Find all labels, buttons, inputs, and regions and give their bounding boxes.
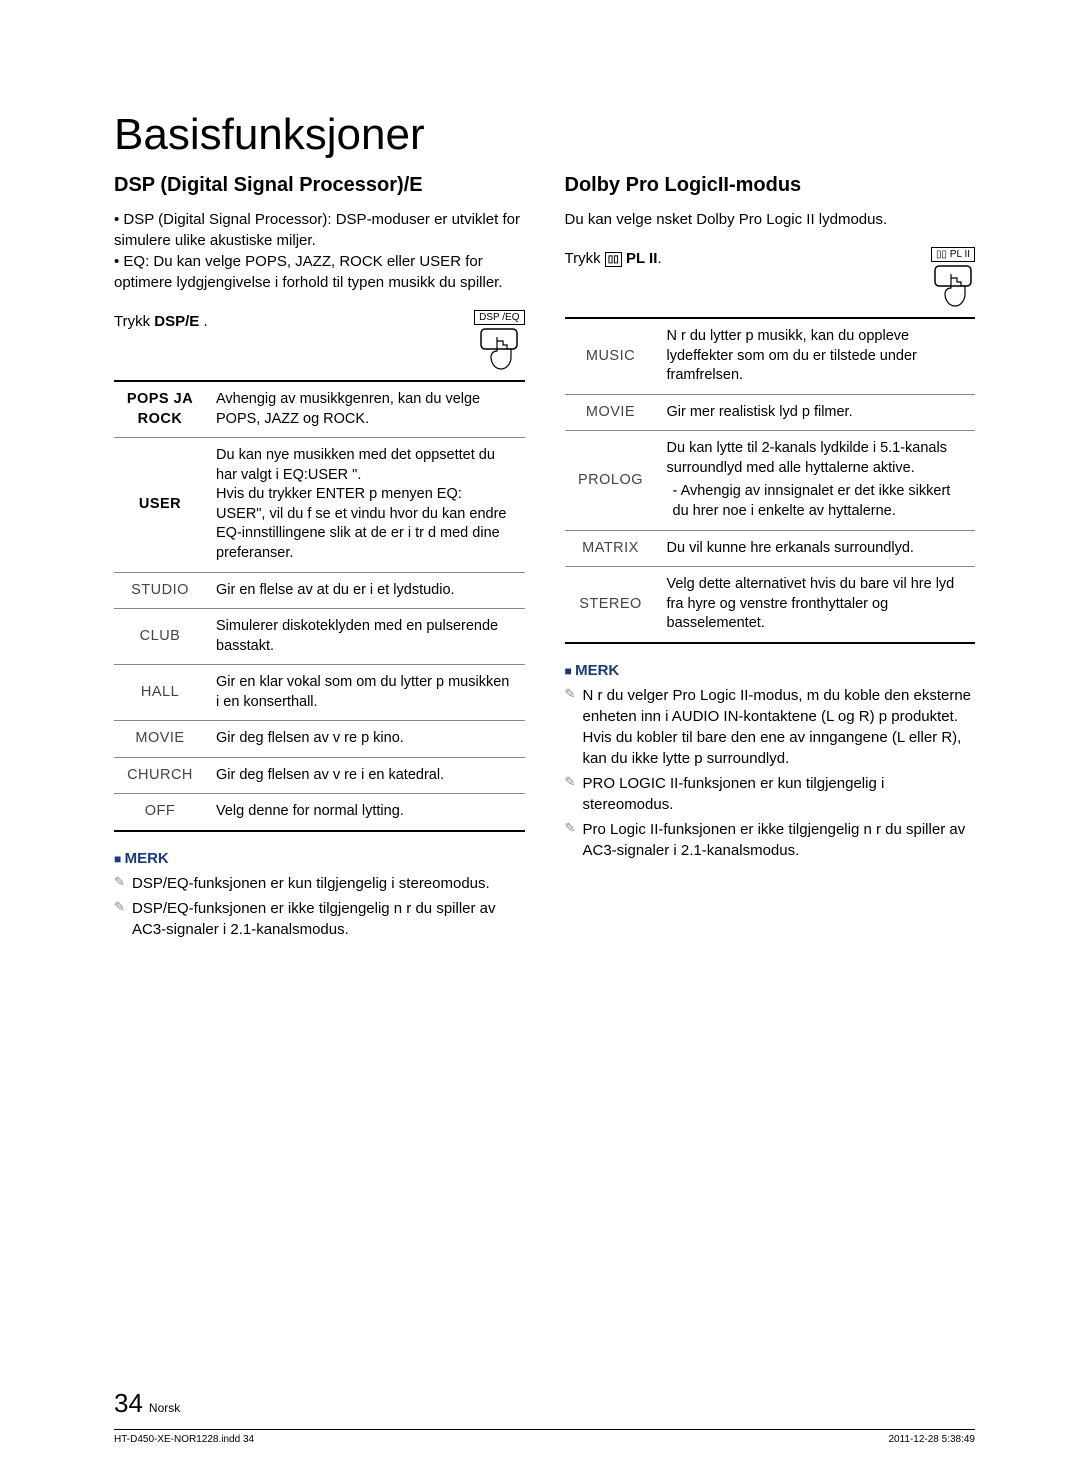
- footer-timestamp: 2011-12-28 5:38:49: [888, 1434, 975, 1445]
- dsp-heading: DSP (Digital Signal Processor)/E: [114, 174, 525, 197]
- desc-cell: Avhengig av musikkgenren, kan du velge P…: [206, 381, 525, 438]
- desc-cell: Du vil kunne hre erkanals surroundlyd.: [657, 530, 976, 567]
- mode-cell: HALL: [114, 665, 206, 721]
- desc-cell: Gir deg flelsen av v re i en katedral.: [206, 757, 525, 794]
- dolby-modes-table: MUSICN r du lytter p musikk, kan du oppl…: [565, 317, 976, 644]
- note-item: DSP/EQ-funksjonen er ikke tilgjengelig n…: [114, 898, 525, 940]
- note-item: PRO LOGIC II-funksjonen er kun tilgjenge…: [565, 773, 976, 815]
- plii-press-instruction: Trykk ▯▯ PL II.: [565, 250, 976, 267]
- mode-cell: PROLOG: [565, 431, 657, 530]
- dsp-eq-label: DSP /EQ: [474, 310, 524, 325]
- plii-label: ▯▯ PL II: [931, 247, 975, 262]
- dsp-intro-item: EQ: Du kan velge POPS, JAZZ, ROCK eller …: [114, 251, 525, 293]
- left-column: DSP (Digital Signal Processor)/E DSP (Di…: [114, 174, 525, 944]
- footer: HT-D450-XE-NOR1228.indd 34 2011-12-28 5:…: [114, 1429, 975, 1445]
- mode-cell: MATRIX: [565, 530, 657, 567]
- hand-press-icon: [478, 362, 520, 379]
- sublist-item: Avhengig av innsignalet er det ikke sikk…: [673, 482, 966, 521]
- dsp-intro-item: DSP (Digital Signal Processor): DSP-modu…: [114, 209, 525, 251]
- plii-button-graphic: ▯▯ PL II: [931, 244, 975, 317]
- mode-cell: POPS JA ROCK: [114, 381, 206, 438]
- desc-cell: Du kan lytte til 2-kanals lydkilde i 5.1…: [657, 431, 976, 530]
- desc-cell: Simulerer diskoteklyden med en pulserend…: [206, 609, 525, 665]
- prolog-desc: Du kan lytte til 2-kanals lydkilde i 5.1…: [667, 440, 947, 476]
- press-suffix: .: [657, 250, 661, 267]
- desc-cell: Velg dette alternativet hvis du bare vil…: [657, 567, 976, 643]
- page-lang: Norsk: [149, 1401, 180, 1415]
- dsp-press-instruction: Trykk DSP/E .: [114, 313, 525, 330]
- mode-cell: STEREO: [565, 567, 657, 643]
- mode-cell: CLUB: [114, 609, 206, 665]
- mode-cell: OFF: [114, 794, 206, 831]
- dsp-modes-table: POPS JA ROCKAvhengig av musikkgenren, ka…: [114, 380, 525, 832]
- desc-cell: Velg denne for normal lytting.: [206, 794, 525, 831]
- dolby-heading: Dolby Pro LogicII-modus: [565, 174, 976, 197]
- footer-filename: HT-D450-XE-NOR1228.indd 34: [114, 1434, 254, 1445]
- press-prefix: Trykk: [565, 250, 605, 267]
- press-key: PL II: [622, 250, 658, 267]
- page-num-value: 34: [114, 1388, 143, 1418]
- two-column-layout: DSP (Digital Signal Processor)/E DSP (Di…: [114, 174, 975, 944]
- hand-press-icon: [932, 299, 974, 316]
- desc-cell: Gir en flelse av at du er i et lydstudio…: [206, 572, 525, 609]
- note-item: Pro Logic II-funksjonen er ikke tilgjeng…: [565, 819, 976, 861]
- desc-cell: Gir deg flelsen av v re p kino.: [206, 721, 525, 758]
- desc-cell: N r du lytter p musikk, kan du oppleve l…: [657, 318, 976, 394]
- dsp-button-graphic: DSP /EQ: [474, 307, 524, 380]
- page-number: 34 Norsk: [114, 1388, 180, 1419]
- press-prefix: Trykk: [114, 313, 154, 330]
- merk-heading: MERK: [565, 662, 976, 679]
- mode-cell: MOVIE: [114, 721, 206, 758]
- dsp-intro-list: DSP (Digital Signal Processor): DSP-modu…: [114, 209, 525, 293]
- dolby-notes: N r du velger Pro Logic II-modus, m du k…: [565, 685, 976, 861]
- desc-cell: Gir en klar vokal som om du lytter p mus…: [206, 665, 525, 721]
- merk-heading: MERK: [114, 850, 525, 867]
- mode-cell: MUSIC: [565, 318, 657, 394]
- mode-cell: MOVIE: [565, 394, 657, 431]
- plii-button-icon: ▯▯: [605, 252, 622, 267]
- press-suffix: .: [199, 313, 207, 330]
- dsp-notes: DSP/EQ-funksjonen er kun tilgjengelig i …: [114, 873, 525, 940]
- mode-cell: CHURCH: [114, 757, 206, 794]
- press-key: DSP/E: [154, 313, 199, 330]
- right-column: Dolby Pro LogicII-modus Du kan velge nsk…: [565, 174, 976, 944]
- desc-cell: Du kan nye musikken med det oppsettet du…: [206, 438, 525, 572]
- note-item: DSP/EQ-funksjonen er kun tilgjengelig i …: [114, 873, 525, 894]
- prolog-sublist: Avhengig av innsignalet er det ikke sikk…: [667, 482, 966, 521]
- dolby-intro: Du kan velge nsket Dolby Pro Logic II ly…: [565, 209, 976, 230]
- note-item: N r du velger Pro Logic II-modus, m du k…: [565, 685, 976, 769]
- desc-cell: Gir mer realistisk lyd p filmer.: [657, 394, 976, 431]
- page-title: Basisfunksjoner: [114, 110, 975, 160]
- mode-cell: STUDIO: [114, 572, 206, 609]
- mode-cell: USER: [114, 438, 206, 572]
